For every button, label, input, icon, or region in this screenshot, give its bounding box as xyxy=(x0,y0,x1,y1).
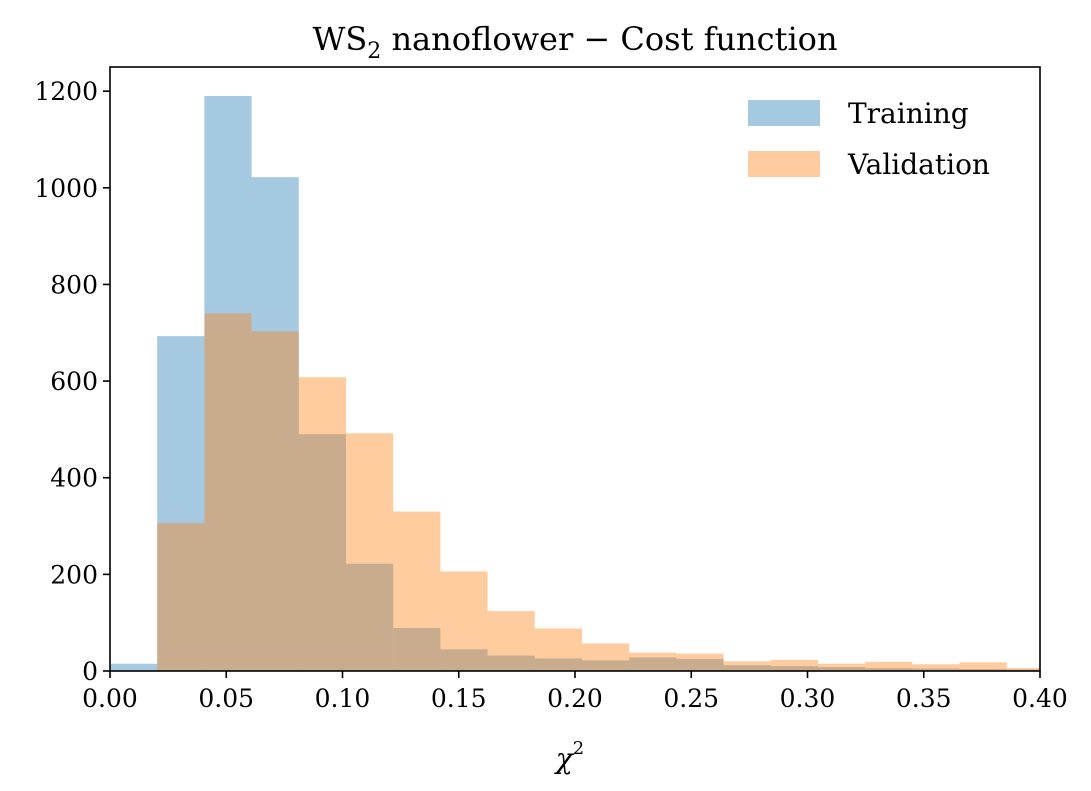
bar-training-11 xyxy=(629,657,677,671)
bar-training-6 xyxy=(393,627,441,671)
bar-validation-10 xyxy=(581,643,630,671)
bar-validation-7 xyxy=(440,571,488,671)
legend-swatch-validation xyxy=(748,151,820,177)
x-tick-label: 0.10 xyxy=(315,684,371,713)
bar-training-15 xyxy=(817,667,866,671)
legend-swatch-training xyxy=(748,100,820,126)
bar-training-0 xyxy=(110,663,158,671)
bar-validation-9 xyxy=(534,628,582,671)
bar-training-10 xyxy=(581,660,630,671)
bar-training-2 xyxy=(204,95,252,671)
x-tick-label: 0.40 xyxy=(1012,684,1068,713)
bar-validation-3 xyxy=(251,331,299,671)
y-tick-label: 1200 xyxy=(34,77,98,106)
x-tick-label: 0.05 xyxy=(198,684,254,713)
bar-training-17 xyxy=(912,668,960,671)
bar-validation-6 xyxy=(393,511,441,671)
bar-training-4 xyxy=(298,434,346,671)
bar-validation-12 xyxy=(676,653,724,671)
bar-training-18 xyxy=(959,669,1007,671)
bar-validation-8 xyxy=(487,611,535,671)
bar-validation-18 xyxy=(959,662,1007,671)
legend-label-validation: Validation xyxy=(847,148,990,181)
bar-validation-2 xyxy=(204,313,252,671)
bar-validation-11 xyxy=(629,652,677,671)
bar-training-12 xyxy=(676,658,724,671)
x-tick-label: 0.00 xyxy=(82,684,138,713)
bar-validation-15 xyxy=(817,663,866,671)
bar-validation-19 xyxy=(1006,668,1040,671)
bar-training-13 xyxy=(723,665,771,671)
y-axis-ticks: 0 200 400 600 800 1000 1200 xyxy=(34,77,110,686)
chart-title-suffix: nanoflower − Cost function xyxy=(381,20,837,58)
chart-title: WS2 nanoflower − Cost function xyxy=(312,20,837,64)
x-tick-label: 0.15 xyxy=(431,684,487,713)
legend: Training Validation xyxy=(748,97,990,181)
x-axis-label: χ2 xyxy=(554,738,584,775)
bar-training-16 xyxy=(865,668,913,671)
y-tick-label: 400 xyxy=(50,464,98,493)
x-tick-label: 0.25 xyxy=(663,684,719,713)
bar-validation-17 xyxy=(912,664,960,671)
bar-training-1 xyxy=(157,336,205,671)
bars-layer xyxy=(110,95,1040,671)
y-tick-label: 800 xyxy=(50,270,98,299)
bar-training-3 xyxy=(251,177,299,671)
bar-validation-13 xyxy=(723,661,771,671)
chart-title-subscript: 2 xyxy=(367,39,381,64)
chart-title-prefix: WS xyxy=(312,20,367,58)
y-tick-label: 0 xyxy=(82,657,98,686)
x-axis-ticks: 0.00 0.05 0.10 0.15 0.20 0.25 0.30 0.35 0.40 xyxy=(82,671,1068,713)
bar-training-7 xyxy=(440,649,488,671)
bar-validation-5 xyxy=(345,433,394,671)
x-tick-label: 0.30 xyxy=(780,684,836,713)
y-tick-label: 200 xyxy=(50,560,98,589)
bar-training-9 xyxy=(534,658,582,671)
bar-validation-14 xyxy=(770,659,818,671)
x-axis-label-superscript: 2 xyxy=(573,738,584,759)
bar-training-14 xyxy=(770,666,818,671)
bar-validation-16 xyxy=(865,661,913,671)
x-tick-label: 0.35 xyxy=(896,684,952,713)
bar-training-5 xyxy=(345,563,394,671)
legend-label-training: Training xyxy=(848,97,969,130)
y-tick-label: 1000 xyxy=(34,174,98,203)
bar-validation-4 xyxy=(298,377,346,671)
bar-validation-1 xyxy=(157,523,205,671)
x-axis-label-base: χ xyxy=(554,742,575,775)
bar-training-8 xyxy=(487,655,535,671)
x-tick-label: 0.20 xyxy=(547,684,603,713)
y-tick-label: 600 xyxy=(50,367,98,396)
